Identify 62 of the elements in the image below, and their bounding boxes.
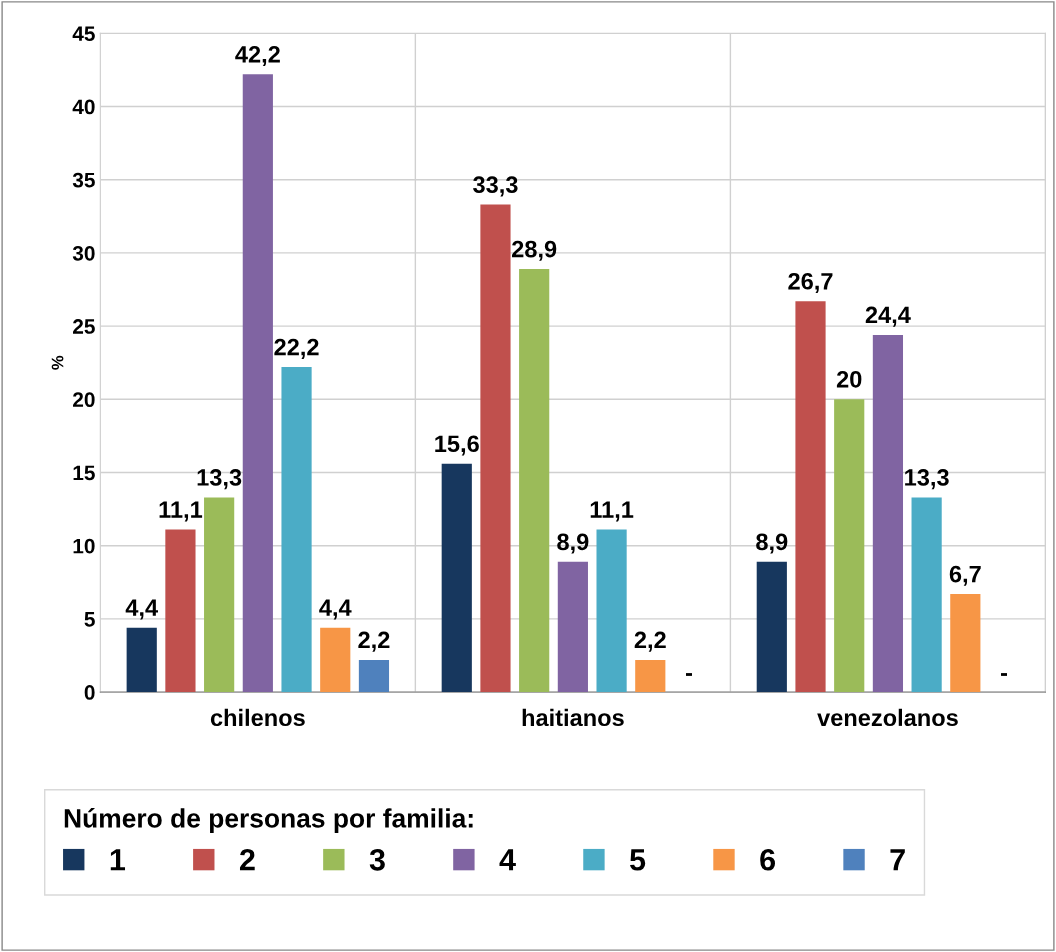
legend-label: 7 xyxy=(890,849,905,871)
data-label: 28,9 xyxy=(512,240,557,261)
text: - xyxy=(1001,673,1008,676)
data-label: 33,3 xyxy=(473,176,518,197)
bar xyxy=(795,301,826,693)
data-label: 11,1 xyxy=(590,501,634,522)
y-tick-label: 15 xyxy=(73,465,95,481)
y-tick-label: 10 xyxy=(73,538,95,554)
bar xyxy=(834,399,865,693)
bar xyxy=(872,334,904,693)
bar xyxy=(635,659,666,693)
bar xyxy=(441,463,472,693)
bar xyxy=(950,594,981,693)
y-tick-label: 0 xyxy=(84,685,95,700)
bar xyxy=(557,561,588,693)
data-label: 8,9 xyxy=(756,533,788,554)
y-tick-label: 25 xyxy=(73,319,95,334)
bar xyxy=(480,204,511,693)
data-label: 4,4 xyxy=(319,599,352,620)
data-label: 2,2 xyxy=(634,631,666,652)
bar xyxy=(242,74,273,693)
bar xyxy=(320,627,351,693)
y-tick-label: 5 xyxy=(84,612,95,627)
data-label: 20 xyxy=(836,370,862,388)
bar xyxy=(165,529,196,693)
y-tick-label: 20 xyxy=(73,392,95,408)
y-tick-label: 30 xyxy=(72,245,95,261)
bar xyxy=(126,627,157,693)
data-label: 13,3 xyxy=(197,469,242,490)
data-label: 13,3 xyxy=(905,469,949,490)
data-label: 4,4 xyxy=(125,599,159,620)
x-tick-label: haitianos xyxy=(522,708,624,727)
data-label: 42,2 xyxy=(235,45,280,67)
bar xyxy=(911,497,942,693)
x-tick-label: chilenos xyxy=(210,708,305,727)
data-label: 26,7 xyxy=(788,272,833,294)
bar xyxy=(519,269,550,693)
data-label: 8,9 xyxy=(557,533,589,554)
text: - xyxy=(685,673,692,676)
legend-title: Número de personas por familia: xyxy=(64,808,473,833)
data-label: 24,4 xyxy=(865,306,911,327)
data-label: 11,1 xyxy=(159,501,203,522)
bar xyxy=(756,561,787,693)
legend-label: 6 xyxy=(760,848,776,871)
data-label: 6,7 xyxy=(949,565,981,586)
legend-label: 1 xyxy=(110,849,126,871)
y-axis-title: % xyxy=(51,355,64,370)
x-tick-label: venezolanos xyxy=(817,708,958,727)
y-tick-label: 35 xyxy=(72,172,95,188)
bar xyxy=(204,497,235,693)
y-tick-label: 45 xyxy=(72,26,95,42)
data-label: 2,2 xyxy=(358,631,390,652)
legend-label: 3 xyxy=(369,848,385,871)
legend-label: 5 xyxy=(630,849,646,871)
bar xyxy=(281,367,312,693)
bar xyxy=(596,529,627,693)
bar xyxy=(358,659,390,693)
data-label: 15,6 xyxy=(435,435,479,456)
legend-label: 4 xyxy=(499,849,516,871)
y-tick-label: 40 xyxy=(72,99,95,115)
legend-label: 2 xyxy=(239,848,255,871)
data-label: 22,2 xyxy=(274,338,319,359)
